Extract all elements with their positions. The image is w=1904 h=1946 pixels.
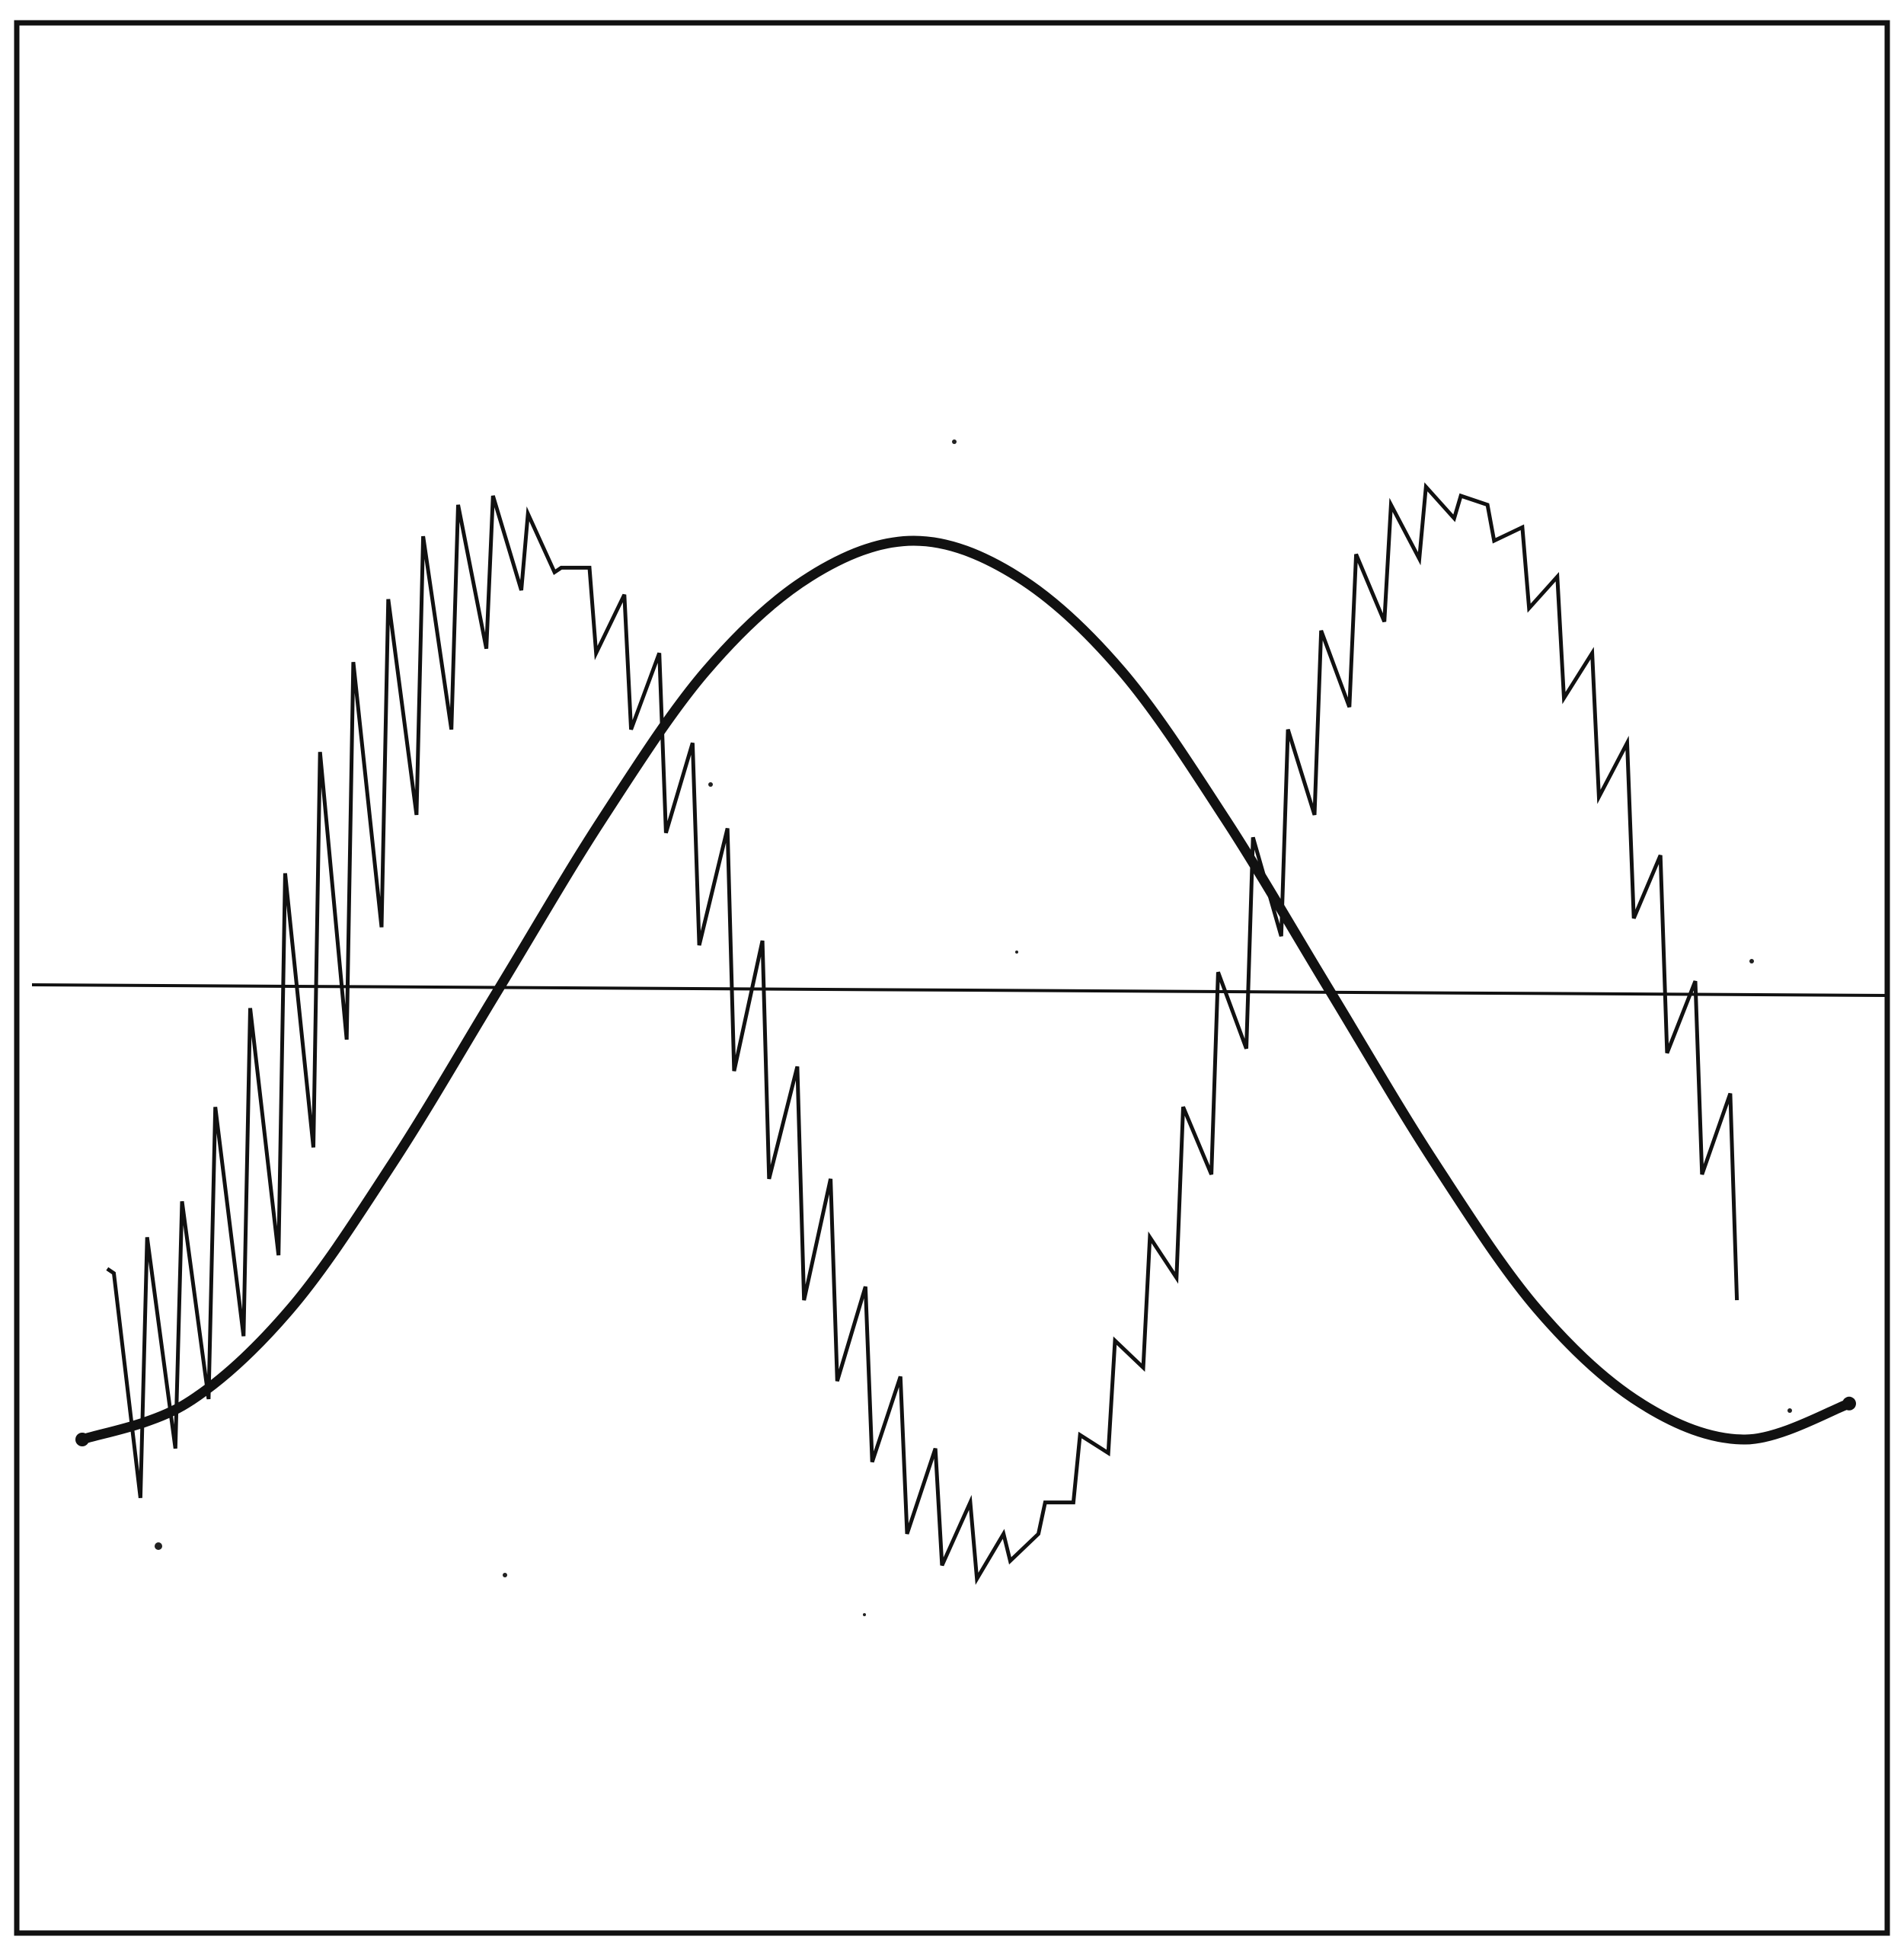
- plot-area: [75, 482, 1856, 1585]
- speck: [503, 1573, 507, 1577]
- sine-series-line: [77, 535, 1854, 1445]
- chart-frame: [14, 20, 1890, 1936]
- speck: [708, 782, 713, 787]
- speck: [863, 1613, 866, 1616]
- speck: [155, 1542, 162, 1550]
- speck: [1787, 1408, 1792, 1413]
- zero-baseline: [31, 983, 1890, 997]
- sine-end-point: [1842, 1396, 1856, 1411]
- sawtooth-series-line: [106, 482, 1739, 1585]
- sine-start-point: [75, 1433, 89, 1446]
- speck: [1015, 951, 1018, 954]
- print-specks: [155, 439, 1792, 1616]
- speck: [1749, 959, 1754, 963]
- speck: [952, 439, 957, 444]
